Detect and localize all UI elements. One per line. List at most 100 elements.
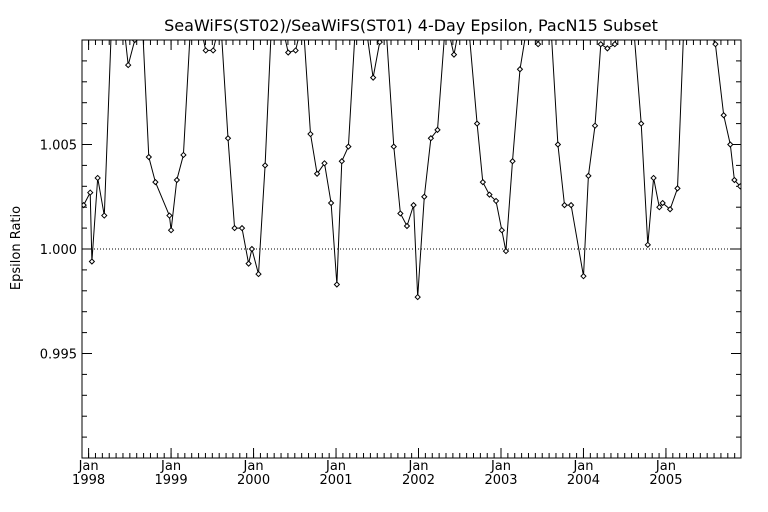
tick-labels: Jan1998Jan1999Jan2000Jan2001Jan2002Jan20…: [40, 139, 683, 489]
x-tick-month-label: Jan: [407, 459, 428, 474]
data-point-marker: [369, 74, 377, 81]
data-point-marker: [333, 281, 341, 288]
data-point-marker: [238, 224, 246, 232]
x-tick-month-label: Jan: [243, 459, 264, 474]
data-point-marker: [87, 189, 94, 196]
data-point-marker: [591, 122, 599, 129]
data-point-marker: [644, 241, 652, 249]
x-tick-year-label: 1999: [155, 473, 188, 488]
data-point-marker: [403, 222, 411, 230]
data-point-marker: [580, 272, 587, 280]
x-tick-year-label: 2004: [567, 473, 600, 488]
data-point-marker: [502, 247, 510, 255]
series-layer: [82, 17, 741, 301]
data-point-marker: [321, 160, 328, 167]
plot-frame: [81, 39, 742, 459]
data-point-marker: [101, 212, 108, 219]
y-tick-label: 1.005: [40, 139, 77, 154]
data-point-marker: [173, 176, 181, 184]
x-tick-year-label: 2005: [649, 473, 682, 488]
data-point-marker: [611, 40, 619, 48]
data-point-marker: [140, 17, 145, 22]
x-tick-month-label: Jan: [78, 459, 99, 474]
data-point-marker: [421, 193, 428, 200]
data-point-marker: [131, 40, 138, 44]
data-point-marker: [109, 17, 114, 22]
data-point-marker: [376, 40, 383, 46]
data-point-marker: [245, 260, 252, 267]
data-point-marker: [145, 153, 153, 161]
data-point-marker: [492, 197, 500, 205]
x-tick-month-label: Jan: [325, 459, 346, 474]
data-point-marker: [167, 226, 175, 234]
data-point-marker: [712, 40, 719, 48]
data-point-marker: [727, 141, 734, 148]
data-point-marker: [166, 212, 173, 219]
y-tick-label: 1.000: [40, 243, 77, 258]
data-point-marker: [180, 151, 187, 159]
data-point-marker: [682, 17, 687, 22]
axis-ticks: [82, 40, 741, 458]
x-tick-year-label: 2002: [402, 473, 435, 488]
x-tick-month-label: Jan: [160, 459, 181, 474]
data-point-marker: [434, 126, 441, 134]
data-point-marker: [516, 66, 524, 73]
data-point-marker: [720, 112, 727, 119]
data-point-marker: [479, 178, 487, 186]
data-point-marker: [82, 201, 87, 209]
y-axis-label: Epsilon Ratio: [9, 206, 24, 290]
x-tick-year-label: 2003: [484, 473, 517, 488]
data-point-marker: [88, 258, 96, 265]
data-point-marker: [509, 158, 516, 165]
data-point-marker: [705, 17, 710, 22]
data-point-marker: [666, 206, 674, 213]
data-point-marker: [248, 245, 256, 253]
data-point-marker: [486, 191, 493, 198]
x-tick-month-label: Jan: [655, 459, 676, 474]
data-point-marker: [567, 201, 575, 209]
x-tick-month-label: Jan: [490, 459, 511, 474]
data-point-marker: [224, 135, 232, 142]
data-point-marker: [313, 170, 321, 177]
data-point-marker: [674, 185, 681, 192]
data-point-marker: [427, 135, 435, 142]
data-point-marker: [94, 174, 101, 182]
data-point-marker: [659, 199, 666, 207]
series-line: [83, 40, 741, 298]
data-point-marker: [345, 143, 352, 150]
data-point-marker: [597, 40, 604, 48]
data-point-marker: [736, 183, 741, 190]
data-point-marker: [554, 141, 562, 148]
data-point-marker: [202, 47, 209, 54]
data-point-marker: [327, 199, 335, 207]
data-point-marker: [498, 226, 506, 234]
data-point-marker: [307, 130, 314, 138]
data-point-marker: [284, 49, 292, 56]
data-point-marker: [338, 158, 346, 165]
data-point-marker: [534, 40, 542, 48]
data-point-marker: [650, 174, 657, 182]
data-point-marker: [397, 210, 404, 217]
data-point-marker: [604, 45, 611, 52]
data-point-marker: [414, 293, 421, 301]
data-point-marker: [450, 51, 458, 58]
data-point-marker: [261, 162, 269, 169]
data-point-marker: [390, 143, 397, 150]
data-point-marker: [692, 17, 697, 22]
data-point-marker: [585, 172, 592, 180]
x-tick-year-label: 2001: [319, 473, 352, 488]
data-point-marker: [731, 176, 738, 184]
data-point-marker: [152, 178, 159, 186]
data-point-marker: [656, 203, 663, 211]
chart-title: SeaWiFS(ST02)/SeaWiFS(ST01) 4-Day Epsilo…: [164, 16, 658, 35]
data-point-marker: [121, 17, 126, 22]
x-tick-year-label: 2000: [237, 473, 270, 488]
data-point-marker: [231, 224, 238, 232]
data-point-marker: [255, 270, 262, 278]
data-point-marker: [561, 201, 568, 209]
data-point-marker: [473, 120, 481, 127]
x-tick-month-label: Jan: [572, 459, 593, 474]
data-point-marker: [637, 120, 645, 127]
data-point-marker: [292, 47, 299, 54]
